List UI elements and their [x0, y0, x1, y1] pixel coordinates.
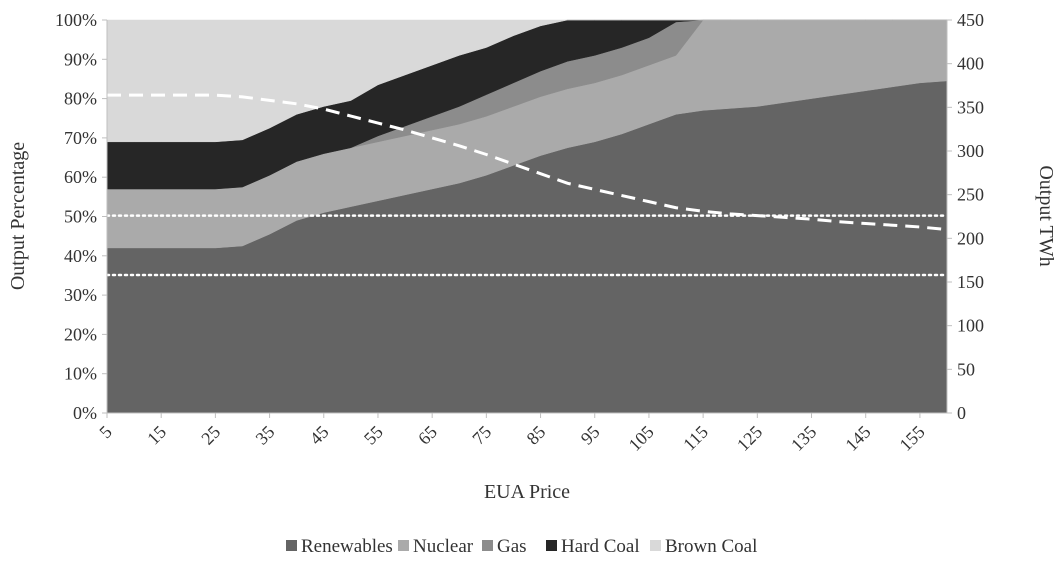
legend-item-gas: Gas: [482, 536, 527, 557]
x-tick-label: 135: [787, 422, 820, 455]
y-axis-title: Output Percentage: [7, 142, 29, 290]
x-tick-label: 35: [252, 422, 279, 449]
x-tick-label: 65: [414, 422, 441, 449]
y2-tick-label: 400: [957, 54, 984, 74]
x-tick-label: 105: [625, 422, 658, 455]
x-tick-label: 115: [679, 422, 712, 455]
legend-label: Hard Coal: [561, 536, 640, 557]
y2-tick-label: 150: [957, 272, 984, 292]
legend-swatch: [482, 540, 493, 551]
x-tick-label: 95: [577, 422, 604, 449]
y2-tick-label: 100: [957, 316, 984, 336]
y-tick-label: 20%: [64, 324, 97, 344]
legend-label: Brown Coal: [665, 536, 757, 557]
output-twh-line: [107, 93, 948, 232]
y-tick-label: 90%: [64, 49, 97, 69]
x-tick-label: 75: [468, 422, 495, 449]
y-tick-label: 80%: [64, 89, 97, 109]
y2-tick-label: 0: [957, 403, 966, 423]
legend-swatch: [546, 540, 557, 551]
x-axis-title: EUA Price: [484, 481, 570, 503]
legend-swatch: [650, 540, 661, 551]
y2-tick-label: 450: [957, 10, 984, 30]
y-tick-label: 0%: [73, 403, 97, 423]
legend-label: Gas: [497, 536, 527, 557]
y-tick-label: 30%: [64, 285, 97, 305]
y2-tick-label: 250: [957, 185, 984, 205]
y2-axis-title: Output TWh: [1035, 165, 1057, 266]
y-tick-label: 60%: [64, 167, 97, 187]
legend-item-brown-coal: Brown Coal: [650, 536, 757, 557]
legend: Renewables Nuclear Gas Hard Coal Brown Coal: [286, 536, 757, 557]
legend-item-renewables: Renewables: [286, 536, 393, 557]
x-tick-label: 55: [360, 422, 387, 449]
y2-tick-label: 300: [957, 141, 984, 161]
x-tick-label: 155: [895, 422, 928, 455]
y2-axis-ticks: 0 50 100 150 200 250 300 350 400 450: [947, 10, 984, 423]
y-tick-label: 100%: [55, 10, 97, 30]
y-tick-label: 50%: [64, 207, 97, 227]
y2-tick-label: 200: [957, 228, 984, 248]
x-tick-label: 125: [733, 422, 766, 455]
y-tick-label: 70%: [64, 128, 97, 148]
y-tick-label: 40%: [64, 246, 97, 266]
y2-tick-label: 50: [957, 359, 975, 379]
legend-swatch: [398, 540, 409, 551]
overlay-lines: [105, 93, 949, 277]
x-tick-label: 25: [197, 422, 224, 449]
legend-item-hard-coal: Hard Coal: [546, 536, 640, 557]
area-brown-coal: [106, 19, 947, 143]
legend-item-nuclear: Nuclear: [398, 536, 474, 557]
plot-area: [106, 19, 948, 414]
x-tick-label: 5: [95, 422, 116, 443]
y2-tick-label: 350: [957, 97, 984, 117]
x-tick-label: 45: [306, 422, 333, 449]
x-tick-label: 145: [841, 422, 874, 455]
y-axis-ticks: 0% 10% 20% 30% 40% 50% 60% 70% 80% 90% 100%: [55, 10, 107, 423]
legend-label: Nuclear: [413, 536, 474, 557]
legend-label: Renewables: [301, 536, 393, 557]
legend-swatch: [286, 540, 297, 551]
y-tick-label: 10%: [64, 364, 97, 384]
x-tick-label: 85: [523, 422, 550, 449]
x-axis-ticks: 5 15 25 35 45 55 65 75 85 95 105 115 125 135 145 155: [95, 413, 929, 455]
x-tick-label: 15: [143, 422, 170, 449]
